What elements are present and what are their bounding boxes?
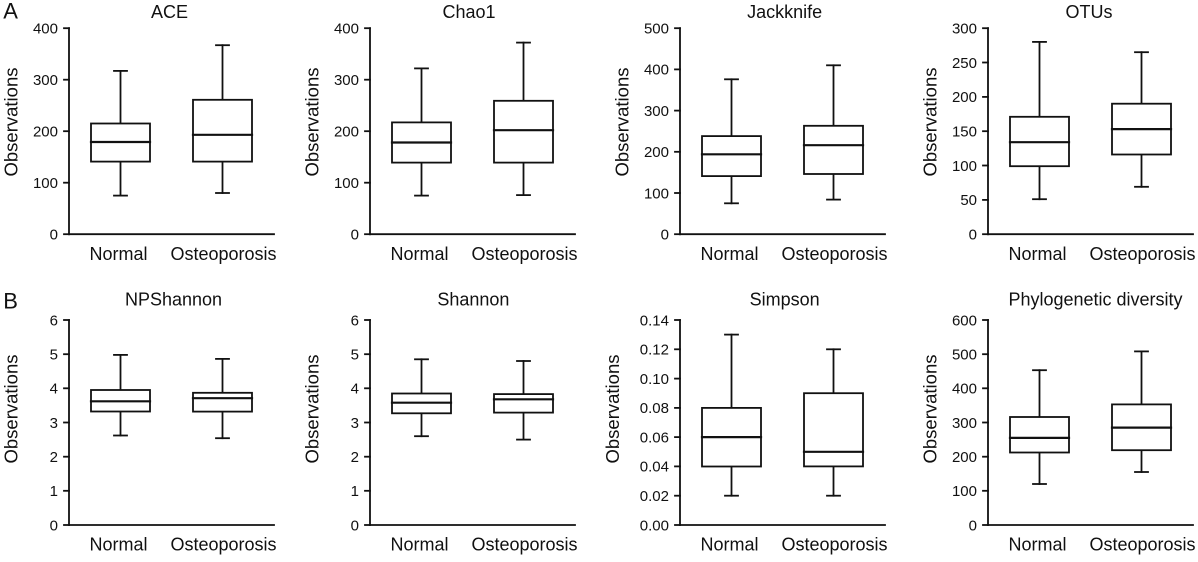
svg-text:4: 4: [351, 381, 359, 398]
svg-text:400: 400: [33, 21, 58, 38]
svg-text:600: 600: [952, 312, 977, 329]
svg-text:Observations: Observations: [1, 355, 22, 464]
svg-text:100: 100: [33, 175, 58, 192]
svg-text:2: 2: [351, 449, 359, 466]
svg-text:Simpson: Simpson: [750, 290, 820, 310]
svg-text:5: 5: [50, 347, 58, 364]
svg-text:0: 0: [50, 227, 58, 244]
svg-text:3: 3: [351, 415, 359, 432]
svg-text:Observations: Observations: [1, 68, 22, 177]
svg-text:Chao1: Chao1: [442, 2, 495, 22]
svg-text:Osteoporosis: Osteoporosis: [1089, 535, 1195, 555]
svg-text:Osteoporosis: Osteoporosis: [471, 244, 577, 264]
svg-text:250: 250: [952, 55, 977, 72]
svg-text:0.06: 0.06: [640, 429, 669, 446]
svg-text:Normal: Normal: [1008, 535, 1066, 555]
svg-text:400: 400: [952, 381, 977, 398]
svg-text:0.10: 0.10: [640, 371, 669, 388]
svg-text:500: 500: [952, 347, 977, 364]
svg-text:200: 200: [952, 449, 977, 466]
svg-text:ACE: ACE: [151, 2, 188, 22]
svg-text:Observations: Observations: [612, 68, 633, 177]
svg-text:100: 100: [952, 483, 977, 500]
svg-text:Observations: Observations: [302, 355, 323, 464]
svg-text:50: 50: [960, 192, 977, 209]
svg-text:Shannon: Shannon: [437, 290, 509, 310]
svg-text:0.08: 0.08: [640, 400, 669, 417]
svg-text:Osteoporosis: Osteoporosis: [471, 535, 577, 555]
svg-text:Osteoporosis: Osteoporosis: [1089, 244, 1195, 264]
svg-text:300: 300: [334, 72, 359, 89]
svg-text:0: 0: [969, 517, 977, 534]
svg-text:0.00: 0.00: [640, 517, 669, 534]
svg-text:100: 100: [334, 175, 359, 192]
svg-text:0.02: 0.02: [640, 488, 669, 505]
svg-text:Normal: Normal: [89, 244, 147, 264]
svg-text:0: 0: [661, 227, 669, 244]
svg-text:Normal: Normal: [390, 535, 448, 555]
svg-text:4: 4: [50, 381, 58, 398]
svg-text:OTUs: OTUs: [1066, 2, 1113, 22]
svg-text:1: 1: [50, 483, 58, 500]
svg-text:2: 2: [50, 449, 58, 466]
svg-text:3: 3: [50, 415, 58, 432]
svg-text:Jackknife: Jackknife: [747, 2, 822, 22]
svg-text:Phylogenetic diversity: Phylogenetic diversity: [1008, 290, 1182, 310]
svg-text:Normal: Normal: [390, 244, 448, 264]
svg-text:Observations: Observations: [602, 355, 623, 464]
svg-text:Observations: Observations: [920, 355, 941, 464]
svg-text:6: 6: [351, 312, 359, 329]
svg-text:300: 300: [952, 415, 977, 432]
svg-text:Osteoporosis: Osteoporosis: [781, 535, 887, 555]
svg-text:Normal: Normal: [700, 244, 758, 264]
svg-text:150: 150: [952, 124, 977, 141]
svg-text:200: 200: [334, 124, 359, 141]
svg-text:5: 5: [351, 347, 359, 364]
svg-text:400: 400: [334, 21, 359, 38]
svg-text:0.12: 0.12: [640, 342, 669, 359]
svg-text:200: 200: [644, 144, 669, 161]
svg-text:0: 0: [351, 517, 359, 534]
svg-text:200: 200: [952, 89, 977, 106]
svg-text:0: 0: [351, 227, 359, 244]
svg-text:6: 6: [50, 312, 58, 329]
svg-text:300: 300: [644, 103, 669, 120]
svg-text:NPShannon: NPShannon: [125, 290, 222, 310]
svg-text:500: 500: [644, 21, 669, 38]
svg-text:Normal: Normal: [1008, 244, 1066, 264]
svg-text:Normal: Normal: [89, 535, 147, 555]
svg-text:1: 1: [351, 483, 359, 500]
svg-text:300: 300: [952, 21, 977, 38]
svg-text:B: B: [3, 288, 18, 313]
svg-text:0.14: 0.14: [640, 312, 669, 329]
svg-text:Observations: Observations: [920, 68, 941, 177]
svg-text:400: 400: [644, 62, 669, 79]
svg-text:200: 200: [33, 124, 58, 141]
svg-text:0.04: 0.04: [640, 459, 669, 476]
svg-text:0: 0: [50, 517, 58, 534]
svg-text:100: 100: [644, 185, 669, 202]
svg-text:300: 300: [33, 72, 58, 89]
svg-text:Osteoporosis: Osteoporosis: [170, 244, 276, 264]
svg-text:0: 0: [969, 227, 977, 244]
svg-text:Observations: Observations: [302, 68, 323, 177]
svg-text:Osteoporosis: Osteoporosis: [781, 244, 887, 264]
svg-text:Osteoporosis: Osteoporosis: [170, 535, 276, 555]
svg-text:A: A: [3, 0, 18, 23]
svg-text:100: 100: [952, 158, 977, 175]
svg-text:Normal: Normal: [700, 535, 758, 555]
